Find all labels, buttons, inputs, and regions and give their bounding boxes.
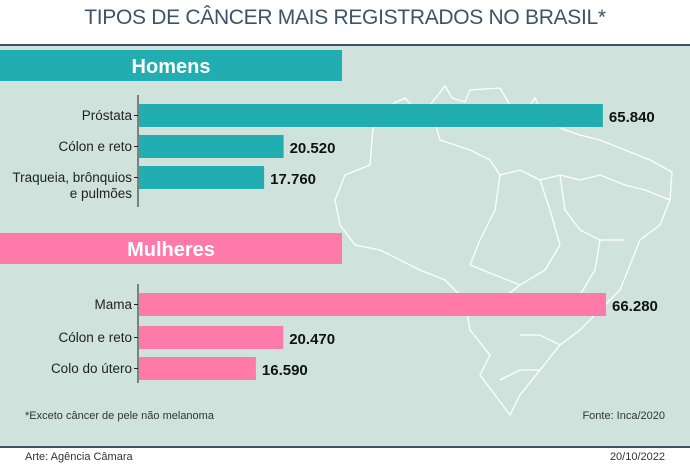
value-label: 16.590 — [262, 362, 308, 379]
source-note: Fonte: Inca/2020 — [582, 410, 665, 422]
date: 20/10/2022 — [609, 451, 665, 463]
category-label: Traqueia, brônquios — [12, 170, 132, 185]
credit: Arte: Agência Câmara — [25, 451, 133, 463]
footnote: *Exceto câncer de pele não melanoma — [25, 410, 214, 422]
bar — [139, 135, 284, 158]
group-header-homens — [0, 50, 342, 81]
group-header-label: Mulheres — [127, 239, 215, 261]
group-header-label: Homens — [132, 56, 211, 78]
category-label: e pulmões — [70, 186, 133, 201]
group-header-mulheres — [0, 233, 342, 264]
category-label: Mama — [94, 297, 132, 312]
category-label: Cólon e reto — [58, 139, 132, 154]
value-label: 20.520 — [290, 140, 336, 157]
bar — [139, 166, 265, 189]
title-divider — [0, 44, 690, 46]
category-label: Cólon e reto — [58, 330, 132, 345]
bar — [139, 104, 603, 127]
bar — [139, 293, 606, 316]
value-label: 20.470 — [289, 331, 335, 348]
value-label: 17.760 — [270, 171, 316, 188]
chart-title: TIPOS DE CÂNCER MAIS REGISTRADOS NO BRAS… — [84, 6, 606, 29]
category-label: Próstata — [82, 108, 133, 123]
bar — [139, 357, 256, 380]
value-label: 65.840 — [609, 109, 655, 126]
bar — [139, 326, 284, 349]
footer-divider — [0, 446, 690, 448]
category-label: Colo do útero — [51, 361, 132, 376]
brazil-map-outline — [334, 84, 673, 417]
value-label: 66.280 — [612, 298, 658, 315]
